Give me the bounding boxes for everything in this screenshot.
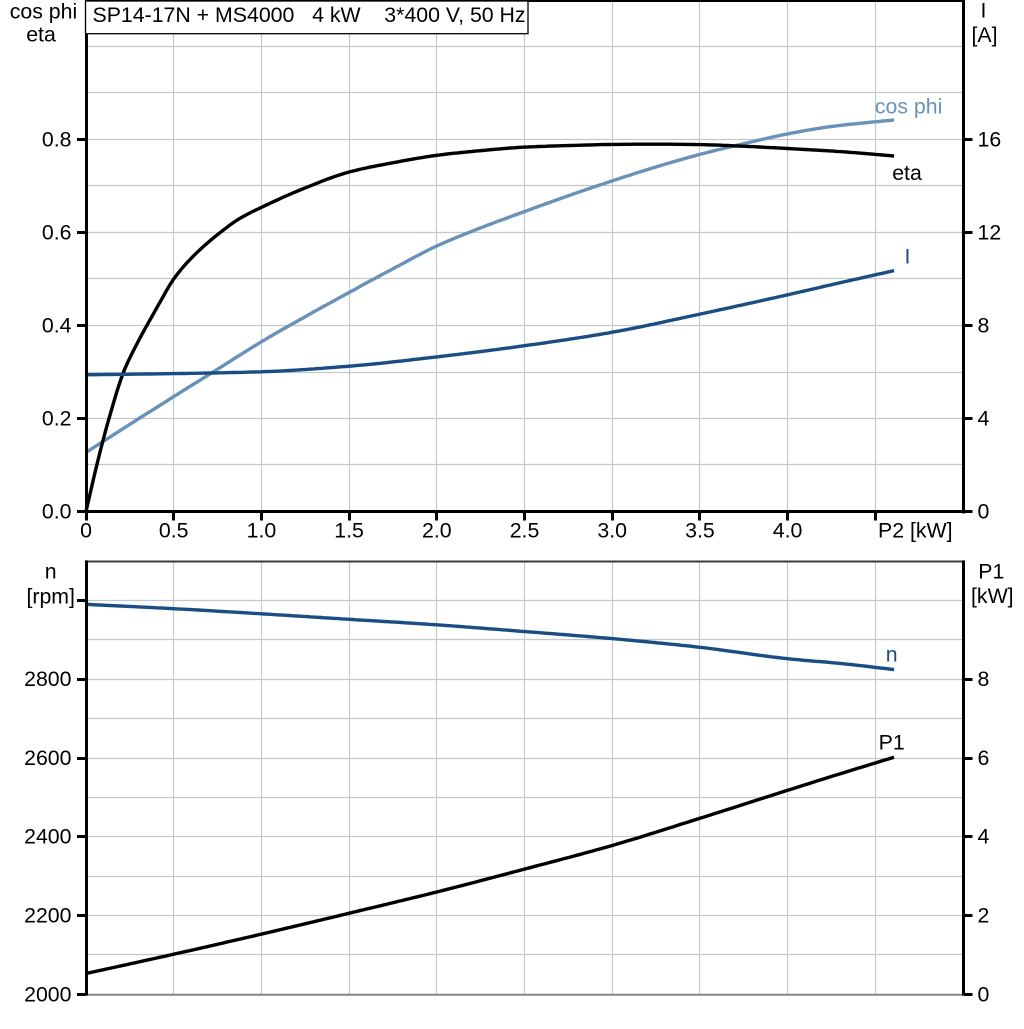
svg-text:12: 12	[978, 220, 1002, 244]
svg-text:2800: 2800	[24, 667, 72, 691]
svg-text:0: 0	[978, 499, 990, 523]
svg-text:P1: P1	[978, 560, 1004, 584]
svg-text:2.5: 2.5	[510, 519, 540, 543]
svg-text:3.0: 3.0	[597, 519, 627, 543]
svg-text:[rpm]: [rpm]	[26, 584, 75, 608]
svg-text:0.6: 0.6	[42, 220, 72, 244]
svg-text:n: n	[45, 560, 57, 584]
svg-text:2600: 2600	[24, 746, 72, 770]
svg-text:1.0: 1.0	[247, 519, 277, 543]
svg-text:[kW]: [kW]	[971, 584, 1014, 608]
svg-text:0: 0	[80, 519, 92, 543]
svg-text:P1: P1	[879, 730, 905, 754]
svg-text:SP14-17N + MS4000 4 kW 3*: SP14-17N + MS4000 4 kW 3*400 V, 50 Hz	[93, 3, 526, 27]
svg-text:2: 2	[978, 904, 990, 928]
svg-text:16: 16	[978, 127, 1002, 151]
svg-text:I: I	[905, 245, 911, 269]
svg-text:0.2: 0.2	[42, 406, 72, 430]
svg-text:6: 6	[978, 746, 990, 770]
svg-text:4: 4	[978, 406, 990, 430]
svg-text:0.8: 0.8	[42, 127, 72, 151]
svg-text:[A]: [A]	[971, 23, 997, 47]
svg-text:2000: 2000	[24, 982, 72, 1006]
svg-text:2400: 2400	[24, 825, 72, 849]
svg-text:0.5: 0.5	[159, 519, 189, 543]
svg-text:3.5: 3.5	[685, 519, 715, 543]
svg-text:n: n	[886, 642, 898, 666]
svg-text:0.4: 0.4	[42, 313, 72, 337]
svg-text:0: 0	[978, 982, 990, 1006]
svg-text:cos phi: cos phi	[10, 0, 77, 24]
svg-text:I: I	[981, 0, 987, 23]
svg-text:2200: 2200	[24, 904, 72, 928]
svg-text:8: 8	[978, 313, 990, 337]
svg-text:0.0: 0.0	[42, 499, 72, 523]
svg-text:1.5: 1.5	[334, 519, 364, 543]
svg-text:4.0: 4.0	[773, 519, 803, 543]
svg-text:P2 [kW]: P2 [kW]	[878, 519, 953, 543]
svg-text:eta: eta	[892, 161, 922, 185]
svg-text:8: 8	[978, 667, 990, 691]
svg-text:2.0: 2.0	[422, 519, 452, 543]
svg-text:cos phi: cos phi	[875, 94, 942, 118]
svg-text:eta: eta	[26, 23, 56, 47]
svg-text:4: 4	[978, 825, 990, 849]
